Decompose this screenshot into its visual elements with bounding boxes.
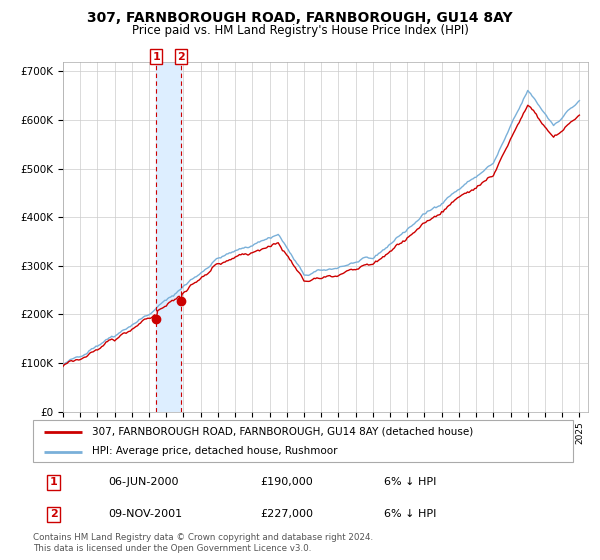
Text: 6% ↓ HPI: 6% ↓ HPI (384, 510, 436, 520)
Text: HPI: Average price, detached house, Rushmoor: HPI: Average price, detached house, Rush… (92, 446, 338, 456)
Text: 1: 1 (152, 52, 160, 62)
Text: 06-JUN-2000: 06-JUN-2000 (109, 477, 179, 487)
Text: Price paid vs. HM Land Registry's House Price Index (HPI): Price paid vs. HM Land Registry's House … (131, 24, 469, 36)
FancyBboxPatch shape (33, 420, 573, 462)
Text: 1: 1 (50, 477, 58, 487)
Text: £227,000: £227,000 (260, 510, 313, 520)
Text: Contains HM Land Registry data © Crown copyright and database right 2024.
This d: Contains HM Land Registry data © Crown c… (33, 533, 373, 553)
Text: 307, FARNBOROUGH ROAD, FARNBOROUGH, GU14 8AY (detached house): 307, FARNBOROUGH ROAD, FARNBOROUGH, GU14… (92, 427, 473, 437)
Text: 6% ↓ HPI: 6% ↓ HPI (384, 477, 436, 487)
Text: £190,000: £190,000 (260, 477, 313, 487)
Text: 307, FARNBOROUGH ROAD, FARNBOROUGH, GU14 8AY: 307, FARNBOROUGH ROAD, FARNBOROUGH, GU14… (87, 11, 513, 25)
Text: 2: 2 (50, 510, 58, 520)
Text: 2: 2 (177, 52, 184, 62)
Text: 09-NOV-2001: 09-NOV-2001 (109, 510, 183, 520)
Bar (156, 62, 181, 412)
